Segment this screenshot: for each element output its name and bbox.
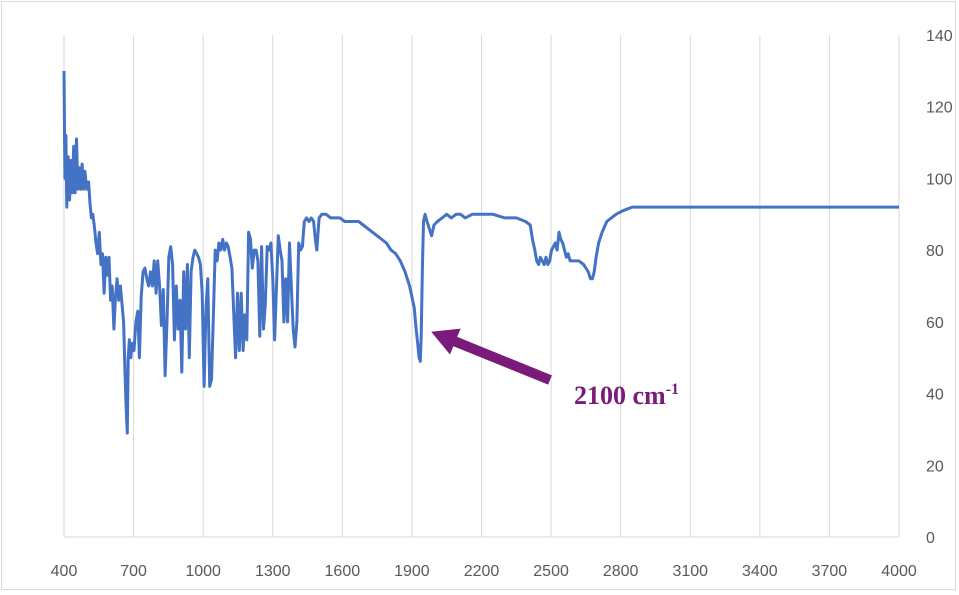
- y-tick-label: 40: [926, 387, 944, 404]
- x-tick-labels: 400 700 1000 1300 1600 1900 2200 2500 2800 3100 34…: [51, 563, 917, 580]
- annotation-superscript: -1: [666, 381, 679, 398]
- x-tick-label: 2200: [464, 563, 500, 580]
- y-tick-labels: 0 20 40 60 80 100 120 140: [926, 28, 953, 547]
- y-tick-label: 120: [926, 100, 953, 117]
- series-line: [62, 70, 899, 435]
- x-tick-label: 1600: [325, 563, 361, 580]
- y-tick-label: 140: [926, 28, 953, 45]
- y-tick-label: 20: [926, 458, 944, 475]
- x-tick-label: 1300: [255, 563, 291, 580]
- y-tick-label: 100: [926, 171, 953, 188]
- x-tick-label: 400: [51, 563, 78, 580]
- x-tick-label: 4000: [881, 563, 917, 580]
- x-tick-label: 3700: [812, 563, 848, 580]
- y-tick-label: 60: [926, 315, 944, 332]
- y-tick-label: 0: [926, 530, 935, 547]
- annotation-text: 2100 cm: [574, 381, 666, 410]
- x-tick-label: 1000: [185, 563, 221, 580]
- x-tick-label: 700: [120, 563, 147, 580]
- x-tick-label: 3100: [672, 563, 708, 580]
- annotation: 2100 cm-1: [431, 328, 679, 410]
- annotation-arrow: [431, 328, 552, 385]
- grid-lines: [63, 35, 900, 538]
- x-tick-label: 1900: [394, 563, 430, 580]
- x-tick-label: 2800: [603, 563, 639, 580]
- y-tick-label: 80: [926, 243, 944, 260]
- x-tick-label: 3400: [742, 563, 778, 580]
- annotation-label: 2100 cm-1: [574, 381, 679, 410]
- x-tick-label: 2500: [533, 563, 569, 580]
